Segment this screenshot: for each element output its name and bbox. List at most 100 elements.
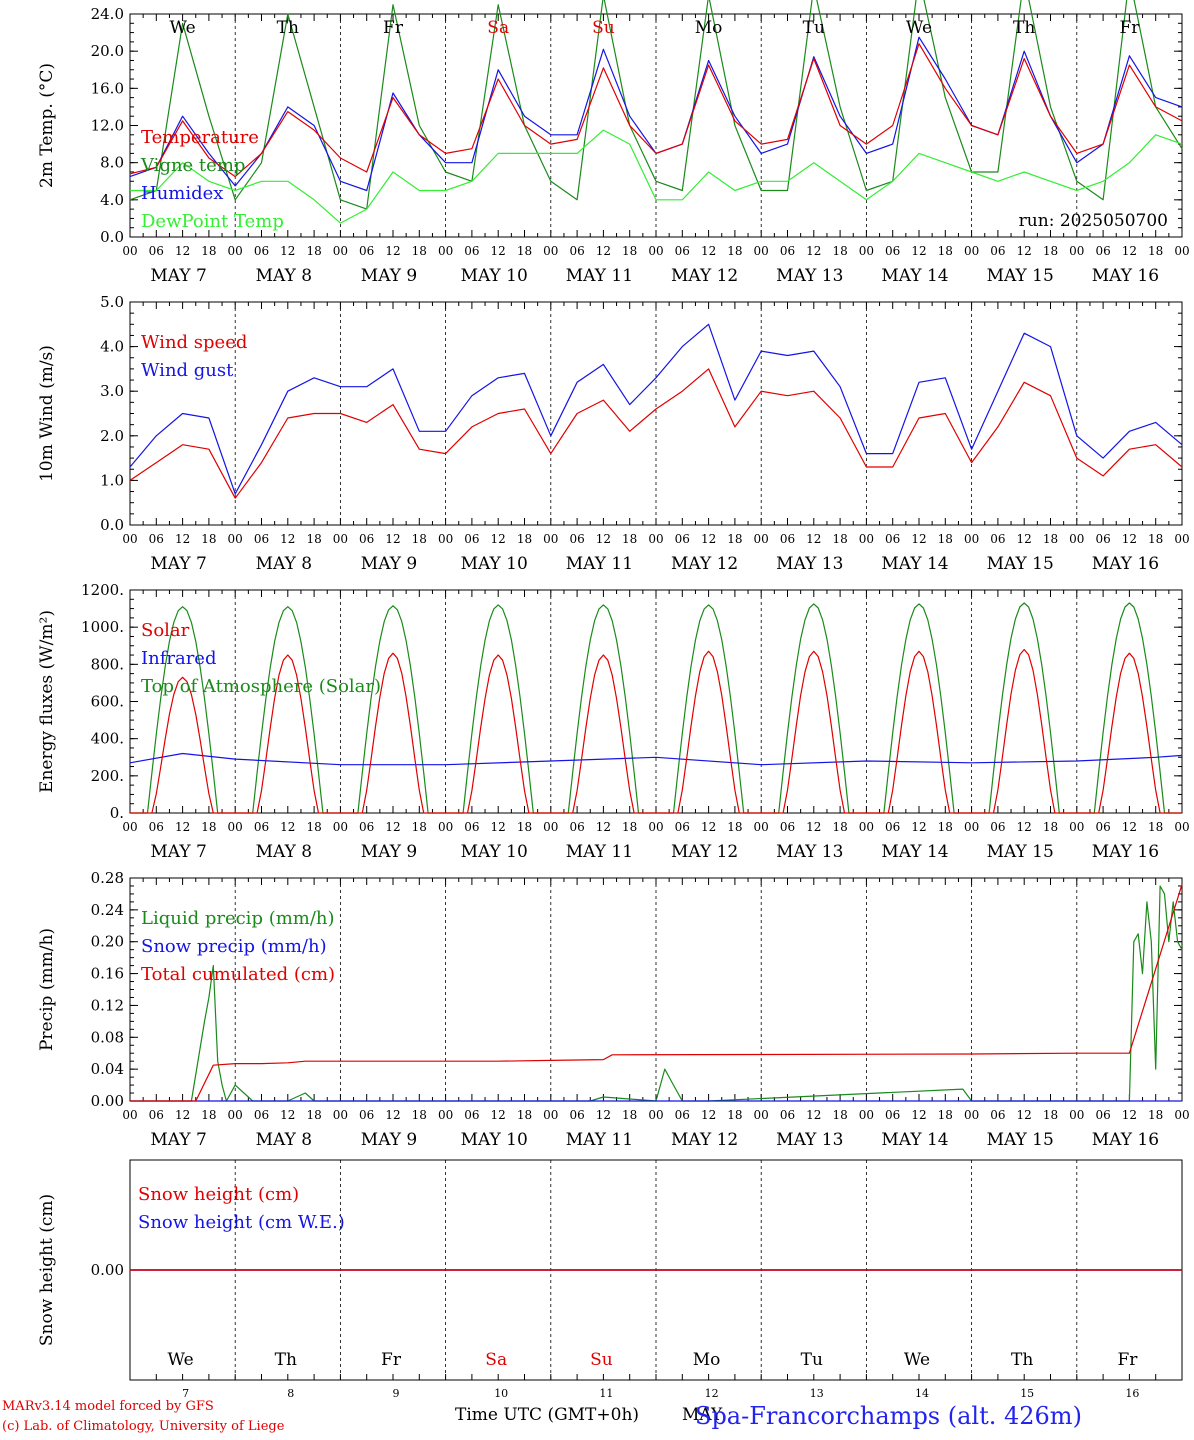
hour-tick-label: 18 [1043,1108,1058,1122]
hour-tick-label: 00 [1069,1108,1084,1122]
date-label: MAY 11 [566,554,633,574]
hour-tick-label: 18 [412,532,427,546]
hour-tick-label: 00 [1069,244,1084,258]
hour-tick-label: 00 [438,1108,453,1122]
date-label: MAY 8 [256,554,312,574]
hour-tick-label: 00 [122,532,137,546]
hour-tick-label: 00 [438,820,453,834]
panel-frame [129,13,1183,238]
hour-tick-label: 00 [859,244,874,258]
y-tick-label: 0.28 [91,869,124,887]
hour-tick-label: 06 [569,244,584,258]
y-tick-label: 200. [91,767,124,785]
hour-tick-label: 18 [622,1108,637,1122]
hour-tick-label: 18 [622,532,637,546]
hour-tick-label: 12 [1122,1108,1137,1122]
hour-tick-label: 12 [1122,532,1137,546]
hour-tick-label: 00 [122,1108,137,1122]
hour-tick-label: 18 [201,532,216,546]
date-label: MAY 14 [881,554,948,574]
weekday-label: Th [1013,18,1035,38]
hour-tick-label: 06 [885,1108,900,1122]
hour-tick-label: 00 [754,532,769,546]
y-axis-label: 2m Temp. (°C) [37,63,57,188]
date-label: MAY 7 [150,266,206,286]
hour-tick-label: 12 [491,244,506,258]
hour-tick-label: 12 [1122,244,1137,258]
date-label: MAY 14 [881,1130,948,1150]
hour-tick-label: 18 [622,820,637,834]
y-tick-label: 0.20 [91,933,124,951]
hour-tick-label: 06 [359,532,374,546]
hour-tick-label: 12 [911,532,926,546]
hour-tick-label: 00 [543,1108,558,1122]
hour-tick-label: 12 [385,1108,400,1122]
station-title: Spa-Francorchamps (alt. 426m) [695,1402,1082,1430]
hour-tick-label: 00 [333,244,348,258]
date-label: MAY 16 [1092,1130,1159,1150]
y-tick-label: 0.12 [91,996,124,1014]
hour-tick-label: 18 [832,532,847,546]
run-label: run: 2025050700 [1019,211,1168,231]
y-tick-label: 12.0 [91,117,124,135]
panel-2: 0.0 1.0 2.0 3.0 4.0 5.0 10m Wind (m/s) 00 06 12 18… [37,293,1190,574]
weekday-label: Su [592,18,615,38]
hour-tick-label: 18 [1148,244,1163,258]
y-tick-label: 2.0 [100,427,124,445]
hour-tick-label: 00 [754,244,769,258]
date-label: MAY 9 [361,842,417,862]
hour-tick-label: 06 [569,1108,584,1122]
weekday-label: Th [1011,1350,1033,1370]
hour-tick-label: 12 [1122,820,1137,834]
hour-tick-label: 18 [201,1108,216,1122]
hour-tick-label: 18 [1148,532,1163,546]
day-number-label: 10 [494,1387,508,1400]
hour-tick-label: 18 [517,532,532,546]
hour-tick-label: 00 [333,820,348,834]
date-label: MAY 16 [1092,842,1159,862]
series-line [129,323,1183,495]
date-label: MAY 7 [150,842,206,862]
weekday-label: We [168,1350,194,1370]
hour-tick-label: 12 [1017,820,1032,834]
hour-tick-label: 18 [727,532,742,546]
date-label: MAY 15 [987,1130,1054,1150]
panel-5: 0.00 Snow height (cm) Snow height (cm) Snow… [37,1159,1183,1400]
hour-tick-label: 06 [254,244,269,258]
hour-tick-label: 12 [1017,1108,1032,1122]
hour-tick-label: 06 [990,1108,1005,1122]
hour-tick-label: 00 [228,1108,243,1122]
hour-tick-label: 06 [359,1108,374,1122]
hour-tick-label: 06 [1095,244,1110,258]
y-tick-label: 0.00 [91,1092,124,1110]
hour-tick-label: 00 [438,244,453,258]
hour-tick-label: 18 [1043,820,1058,834]
hour-tick-label: 12 [280,244,295,258]
series-line [130,129,1183,224]
hour-tick-label: 18 [201,820,216,834]
y-tick-label: 1200. [81,581,124,599]
hour-tick-label: 00 [543,820,558,834]
series-line [129,43,1183,178]
day-number-label: 8 [287,1387,294,1400]
weekday-label: Tu [801,1350,823,1370]
hour-tick-label: 00 [964,532,979,546]
day-number-label: 14 [915,1387,929,1400]
legend-entry: Infrared [141,648,216,669]
hour-tick-label: 00 [648,532,663,546]
hour-tick-label: 06 [675,820,690,834]
date-label: MAY 11 [566,842,633,862]
y-tick-label: 1000. [81,618,124,636]
hour-tick-label: 00 [122,244,137,258]
date-label: MAY 15 [987,842,1054,862]
date-label: MAY 10 [461,266,528,286]
day-number-label: 13 [810,1387,824,1400]
hour-tick-label: 00 [964,820,979,834]
series-line [130,885,1183,1102]
date-label: MAY 8 [256,266,312,286]
legend-entry: Humidex [141,183,223,204]
legend-entry: Wind gust [141,360,234,381]
hour-tick-label: 06 [149,244,164,258]
weekday-label: Sa [485,1350,507,1370]
